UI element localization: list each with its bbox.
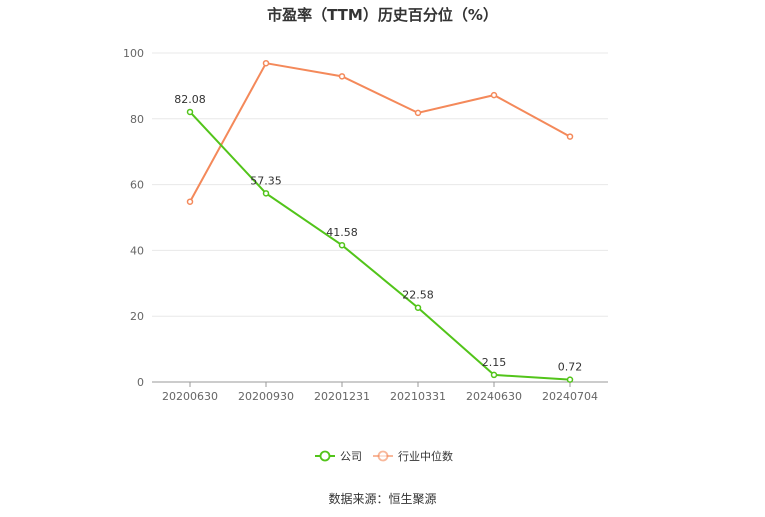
y-tick-label: 100 — [123, 47, 144, 60]
legend-label: 行业中位数 — [398, 449, 453, 463]
y-tick-label: 20 — [130, 310, 144, 323]
data-label: 2.15 — [482, 356, 507, 369]
legend-marker — [377, 450, 389, 462]
series-line — [189, 111, 571, 381]
data-point — [338, 241, 346, 249]
data-point — [490, 91, 498, 99]
data-point — [414, 109, 422, 117]
data-point — [262, 190, 270, 197]
data-point — [262, 59, 270, 67]
x-tick-label: 20240704 — [542, 390, 598, 403]
legend-label: 公司 — [340, 450, 362, 463]
x-tick-label: 20210331 — [390, 390, 446, 403]
y-tick-label: 80 — [130, 113, 144, 126]
chart-title: 市盈率（TTM）历史百分位（%） — [267, 6, 498, 24]
data-point — [414, 304, 422, 311]
data-source-note: 数据来源：恒生聚源 — [328, 492, 437, 506]
data-point — [186, 108, 194, 116]
series-line — [189, 62, 571, 203]
data-label: 41.58 — [326, 226, 358, 239]
data-point — [338, 73, 346, 80]
data-label: 22.58 — [402, 289, 434, 302]
y-tick-label: 40 — [130, 244, 144, 257]
y-tick-label: 60 — [130, 179, 144, 192]
data-label: 0.72 — [558, 361, 583, 374]
x-tick-label: 20201231 — [314, 390, 370, 403]
x-tick-label: 20240630 — [466, 390, 522, 403]
data-point — [566, 133, 574, 140]
data-label: 57.35 — [250, 174, 282, 187]
data-point — [490, 371, 498, 379]
y-tick-label: 0 — [137, 376, 144, 389]
legend-marker — [319, 450, 331, 462]
data-point — [186, 198, 194, 205]
x-tick-label: 20200630 — [162, 390, 218, 403]
data-label: 82.08 — [174, 93, 206, 106]
x-tick-label: 20200930 — [238, 390, 294, 403]
data-point — [566, 376, 574, 383]
